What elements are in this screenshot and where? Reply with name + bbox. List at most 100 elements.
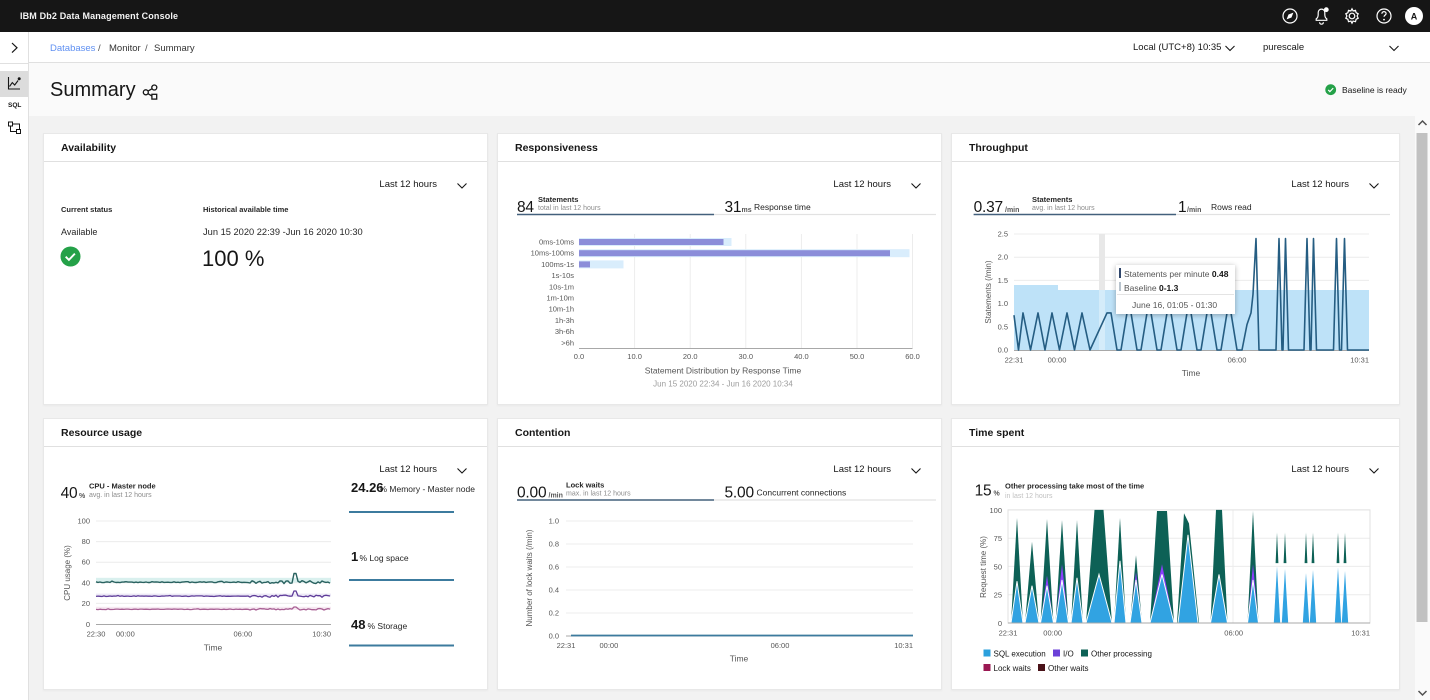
svg-text:75: 75	[994, 534, 1002, 543]
svg-text:Response time: Response time	[754, 202, 811, 212]
svg-text:Available: Available	[61, 227, 97, 237]
svg-text:% Log space: % Log space	[360, 553, 409, 563]
svg-text:3h-6h: 3h-6h	[555, 327, 574, 336]
svg-text:10m-1h: 10m-1h	[549, 305, 574, 314]
svg-text:SQL execution: SQL execution	[994, 650, 1046, 659]
svg-text:SQL: SQL	[8, 102, 21, 109]
svg-text:22:30: 22:30	[87, 630, 106, 639]
svg-text:in last 12 hours: in last 12 hours	[1005, 493, 1053, 500]
svg-text:15: 15	[975, 483, 992, 500]
svg-text:avg. in last 12 hours: avg. in last 12 hours	[1032, 205, 1095, 212]
svg-text:100ms-1s: 100ms-1s	[541, 260, 574, 269]
svg-text:60.0: 60.0	[905, 352, 920, 361]
svg-text:00:00: 00:00	[600, 641, 619, 650]
svg-text:06:00: 06:00	[234, 630, 253, 639]
svg-text:Jun 15 2020 22:34 - Jun 16 202: Jun 15 2020 22:34 - Jun 16 2020 10:34	[653, 380, 793, 389]
svg-text:Statement Distribution by Resp: Statement Distribution by Response Time	[645, 366, 802, 376]
svg-text:0ms-10ms: 0ms-10ms	[539, 238, 574, 247]
svg-text:10ms-100ms: 10ms-100ms	[531, 249, 575, 258]
svg-text:Time: Time	[1182, 368, 1201, 378]
svg-text:10s-1m: 10s-1m	[549, 282, 574, 291]
svg-text:CPU usage (%): CPU usage (%)	[63, 545, 72, 601]
svg-text:Statements: Statements	[538, 195, 578, 204]
svg-text:Time: Time	[204, 643, 223, 653]
svg-text:1h-3h: 1h-3h	[555, 316, 574, 325]
svg-text:/min: /min	[549, 493, 563, 500]
svg-text:2.0: 2.0	[998, 253, 1008, 262]
svg-text:0.2: 0.2	[549, 609, 559, 618]
svg-text:0.6: 0.6	[549, 563, 559, 572]
svg-text:100: 100	[989, 506, 1002, 515]
svg-text:31: 31	[725, 199, 742, 216]
svg-text:10:31: 10:31	[894, 641, 913, 650]
svg-text:25: 25	[994, 591, 1002, 600]
svg-text:30.0: 30.0	[738, 352, 753, 361]
svg-text:00:00: 00:00	[116, 630, 135, 639]
svg-text:0.0: 0.0	[574, 352, 584, 361]
svg-text:avg. in last 12 hours: avg. in last 12 hours	[89, 492, 152, 499]
svg-text:Other processing take most of: Other processing take most of the time	[1005, 482, 1144, 491]
svg-text:Rows read: Rows read	[1211, 202, 1252, 212]
svg-text:1.0: 1.0	[998, 299, 1008, 308]
svg-text:0.37: 0.37	[974, 199, 1003, 216]
svg-text:Request time (%): Request time (%)	[979, 536, 988, 598]
svg-text:48: 48	[351, 617, 365, 632]
svg-text:Historical available time: Historical available time	[203, 205, 288, 214]
svg-text:22:31: 22:31	[999, 629, 1018, 638]
svg-text:Other processing: Other processing	[1091, 650, 1152, 659]
svg-text:ms: ms	[742, 207, 752, 214]
svg-text:06:00: 06:00	[771, 641, 790, 650]
svg-text:10.0: 10.0	[627, 352, 642, 361]
svg-text:% Storage: % Storage	[368, 621, 408, 631]
svg-text:0.5: 0.5	[998, 322, 1008, 331]
svg-text:/min: /min	[1187, 207, 1201, 214]
svg-text:Concurrent connections: Concurrent connections	[757, 488, 847, 498]
svg-text:10:30: 10:30	[312, 630, 331, 639]
svg-text:Current status: Current status	[61, 205, 112, 214]
svg-text:Number of lock waits (/min): Number of lock waits (/min)	[525, 529, 534, 626]
svg-text:50: 50	[994, 562, 1002, 571]
svg-text:% Memory - Master node: % Memory - Master node	[380, 484, 476, 494]
svg-text:40: 40	[82, 578, 90, 587]
svg-text:>6h: >6h	[561, 338, 574, 347]
svg-text:Statements: Statements	[1032, 195, 1072, 204]
svg-text:A: A	[1411, 12, 1418, 22]
svg-text:0.0: 0.0	[998, 346, 1008, 355]
svg-text:20.0: 20.0	[683, 352, 698, 361]
svg-text:Lock waits: Lock waits	[566, 481, 604, 490]
svg-text:60: 60	[82, 558, 90, 567]
svg-text:Jun 15 2020 22:39 -Jun 16 2020: Jun 15 2020 22:39 -Jun 16 2020 10:30	[203, 227, 363, 237]
svg-text:0.0: 0.0	[549, 632, 559, 641]
svg-text:%: %	[994, 491, 1001, 498]
svg-text:0.8: 0.8	[549, 540, 559, 549]
svg-text:5.00: 5.00	[725, 485, 755, 502]
svg-text:1s-10s: 1s-10s	[551, 271, 574, 280]
svg-text:Time: Time	[730, 654, 749, 664]
svg-text:I/O: I/O	[1063, 650, 1074, 659]
svg-text:0: 0	[86, 620, 90, 629]
svg-text:Statements (/min): Statements (/min)	[984, 260, 993, 323]
svg-text:00:00: 00:00	[1048, 356, 1067, 365]
svg-text:CPU - Master node: CPU - Master node	[89, 482, 156, 491]
svg-text:06:00: 06:00	[1228, 356, 1247, 365]
svg-text:24.26: 24.26	[351, 480, 384, 495]
svg-text:00:00: 00:00	[1043, 629, 1062, 638]
svg-text:1: 1	[1178, 199, 1186, 216]
svg-text:40: 40	[61, 485, 78, 502]
svg-text:0.00: 0.00	[517, 485, 547, 502]
svg-text:%: %	[79, 493, 86, 500]
svg-text:100: 100	[77, 517, 90, 526]
svg-text:0.4: 0.4	[549, 586, 559, 595]
svg-text:1m-10m: 1m-10m	[546, 294, 574, 303]
svg-text:84: 84	[517, 199, 534, 216]
svg-text:80: 80	[82, 537, 90, 546]
svg-text:20: 20	[82, 599, 90, 608]
svg-text:1: 1	[351, 549, 358, 564]
svg-text:50.0: 50.0	[850, 352, 865, 361]
svg-text:/min: /min	[1005, 207, 1019, 214]
svg-text:Other waits: Other waits	[1048, 664, 1088, 673]
svg-text:total in last 12 hours: total in last 12 hours	[538, 205, 601, 212]
svg-text:2.5: 2.5	[998, 230, 1008, 239]
svg-text:40.0: 40.0	[794, 352, 809, 361]
svg-text:22:31: 22:31	[1005, 356, 1024, 365]
